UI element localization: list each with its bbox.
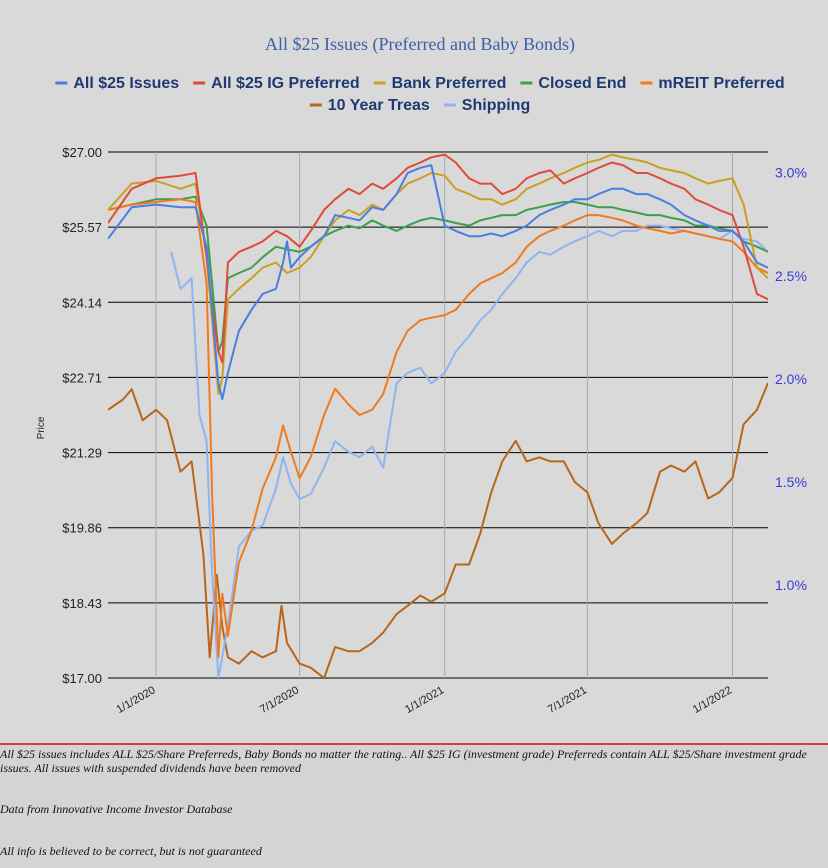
x-tick-label: 7/1/2020 — [258, 684, 301, 716]
y2-tick-label: 2.0% — [775, 371, 807, 387]
line-chart: All $25 Issues (Preferred and Baby Bonds… — [36, 34, 807, 716]
legend-label-closed-end: Closed End — [538, 75, 626, 92]
footnotes: All $25 issues includes ALL $25/Share Pr… — [0, 743, 828, 868]
left-axis: $27.00 $25.57 $24.14 $22.71 $21.29 $19.86 $18.… — [62, 145, 102, 686]
x-tick-label: 7/1/2021 — [546, 684, 589, 716]
series-line-all-25-issues — [108, 164, 768, 401]
legend-label-shipping: Shipping — [462, 97, 530, 114]
x-tick-label: 1/1/2021 — [403, 684, 446, 716]
y-tick-label: $18.43 — [62, 596, 102, 611]
series-line-all-25-ig-preferred — [108, 153, 768, 364]
legend-label-bank-preferred: Bank Preferred — [392, 75, 507, 92]
y-tick-label: $24.14 — [62, 295, 102, 310]
footnote-disclaimer: All info is believed to be correct, but … — [0, 844, 262, 858]
footnote-source: Data from Innovative Income Investor Dat… — [0, 802, 233, 816]
series-line-10-year-treas — [108, 382, 768, 678]
y2-tick-label: 3.0% — [775, 165, 807, 181]
x-tick-label: 1/1/2020 — [115, 684, 158, 716]
y-tick-label: $21.29 — [62, 446, 102, 461]
chart-title: All $25 Issues (Preferred and Baby Bonds… — [265, 34, 575, 55]
y2-tick-label: 1.0% — [775, 577, 807, 593]
legend-label-all-25-ig-preferred: All $25 IG Preferred — [211, 75, 360, 92]
y-tick-label: $19.86 — [62, 521, 102, 536]
legend-label-all-25-issues: All $25 Issues — [73, 75, 179, 92]
y2-tick-label: 1.5% — [775, 474, 807, 490]
legend-label-mreit-preferred: mREIT Preferred — [658, 75, 784, 92]
x-axis: 1/1/2020 7/1/2020 1/1/2021 7/1/2021 1/1/2022 — [115, 684, 735, 716]
series-group — [108, 153, 768, 678]
footnote-scope: All $25 issues includes ALL $25/Share Pr… — [0, 747, 807, 775]
x-tick-label: 1/1/2022 — [691, 684, 734, 716]
series-line-bank-preferred — [108, 153, 768, 395]
legend: All $25 Issues All $25 IG Preferred Bank P… — [55, 75, 785, 114]
y2-tick-label: 2.5% — [775, 268, 807, 284]
y-axis-label: Price — [36, 416, 47, 439]
y-tick-label: $22.71 — [62, 370, 102, 385]
y-tick-label: $25.57 — [62, 220, 102, 235]
y-tick-label: $17.00 — [62, 671, 102, 686]
legend-label-10-year-treas: 10 Year Treas — [328, 97, 430, 114]
right-axis: 3.0% 2.5% 2.0% 1.5% 1.0% — [775, 165, 807, 594]
y-tick-label: $27.00 — [62, 145, 102, 160]
chart-area: All $25 Issues (Preferred and Baby Bonds… — [36, 34, 807, 717]
series-line-mreit-preferred — [108, 198, 768, 658]
